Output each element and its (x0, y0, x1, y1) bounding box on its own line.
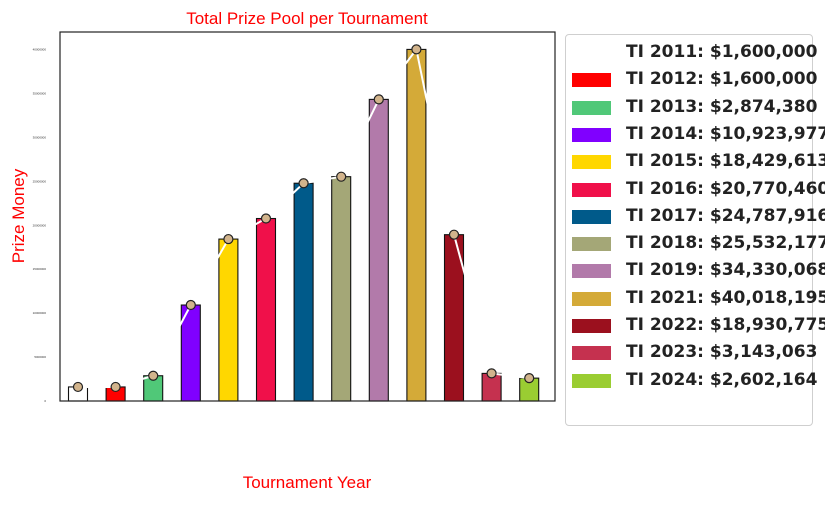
legend-item: TI 2021: $40,018,195 (566, 286, 825, 313)
legend-swatch (572, 319, 611, 333)
legend: TI 2011: $1,600,000 TI 2012: $1,600,000 TI… (565, 34, 825, 426)
bar-ti-2016 (255, 217, 277, 402)
legend-item: TI 2017: $24,787,916 (566, 204, 825, 231)
legend-label: TI 2014: $10,923,977 (626, 123, 825, 144)
legend-swatch (572, 182, 611, 197)
plot-frame (59, 31, 556, 402)
legend-label: TI 2016: $20,770,460 (626, 178, 825, 199)
legend-swatch (572, 155, 611, 170)
legend-item: TI 2015: $18,429,613 (566, 149, 825, 176)
trend-segment (340, 98, 380, 178)
legend-label: TI 2015: $18,429,613 (626, 151, 825, 172)
bar-ti-2017 (293, 182, 314, 402)
legend-item: TI 2019: $34,330,068 (566, 258, 825, 285)
y-tick-label: 10000000 (33, 311, 47, 315)
y-tick-label: 15000000 (33, 267, 47, 271)
y-tick-label: 30000000 (33, 135, 47, 139)
legend-label: TI 2019: $34,330,068 (626, 260, 825, 281)
legend-swatch (572, 209, 611, 224)
y-tick-label: 0 (44, 399, 46, 403)
y-tick-label: 25000000 (33, 179, 47, 183)
chart-title: Total Prize Pool per Tournament (186, 9, 428, 28)
legend-label: TI 2022: $18,930,775 (626, 315, 825, 335)
legend-label: TI 2011: $1,600,000 (626, 42, 818, 62)
legend-item: TI 2016: $20,770,460 (566, 177, 825, 204)
legend-label: TI 2012: $1,600,000 (626, 69, 818, 90)
legend-item: TI 2014: $10,923,977 (566, 122, 825, 149)
trend-segment (189, 238, 230, 306)
legend-swatch (572, 127, 611, 142)
value-marker (486, 368, 497, 379)
value-marker (223, 233, 234, 245)
x-axis-label: Tournament Year (243, 473, 372, 492)
value-marker (72, 381, 84, 393)
legend-swatch (572, 291, 611, 306)
trend-lines (78, 48, 530, 388)
legend-swatch (572, 73, 611, 88)
legend-swatch (572, 237, 611, 252)
legend-swatch (572, 264, 611, 279)
trend-segment (303, 175, 342, 185)
legend-swatch (572, 46, 611, 60)
value-marker (373, 94, 384, 105)
value-markers (72, 44, 535, 393)
legend-item: TI 2018: $25,532,177 (566, 231, 825, 258)
legend-swatch (572, 346, 611, 361)
trend-segment (378, 48, 418, 100)
legend-item: TI 2012: $1,600,000 (566, 67, 818, 94)
bar-ti-2015 (218, 238, 239, 402)
legend-label: TI 2013: $2,874,380 (626, 96, 818, 117)
legend-item: TI 2011: $1,600,000 (566, 40, 818, 67)
legend-label: TI 2023: $3,143,063 (626, 342, 818, 363)
value-marker (448, 229, 460, 240)
value-marker (524, 373, 535, 384)
value-marker (411, 44, 422, 55)
value-marker (336, 171, 347, 182)
trend-segment (227, 217, 267, 240)
value-marker (298, 178, 309, 189)
bars (67, 48, 540, 402)
trend-segment (152, 304, 192, 377)
value-marker (185, 299, 196, 311)
y-tick-label: 20000000 (33, 223, 47, 227)
trend-segment (415, 49, 455, 235)
bar-ti-2019 (368, 98, 389, 402)
trend-segment (115, 374, 154, 388)
trend-segment (265, 182, 305, 220)
y-tick-label: 40000000 (33, 48, 47, 52)
legend-label: TI 2021: $40,018,195 (626, 287, 825, 308)
trend-segment (453, 234, 493, 374)
legend-label: TI 2018: $25,532,177 (626, 233, 825, 254)
legend-label: TI 2024: $2,602,164 (626, 369, 818, 390)
value-marker (260, 213, 272, 224)
y-axis-label: Prize Money (9, 168, 28, 263)
bar-ti-2021 (406, 48, 427, 402)
bar-ti-2018 (331, 176, 352, 402)
legend-item: TI 2023: $3,143,063 (566, 340, 818, 367)
legend-item: TI 2022: $18,930,775 (566, 313, 825, 340)
legend-swatch (572, 100, 611, 115)
legend-item: TI 2013: $2,874,380 (566, 95, 818, 122)
legend-label: TI 2017: $24,787,916 (626, 205, 825, 226)
y-tick-label: 35000000 (33, 92, 47, 96)
legend-item: TI 2024: $2,602,164 (566, 368, 818, 395)
y-tick-label: 5000000 (34, 355, 46, 359)
value-marker (148, 370, 159, 381)
value-marker (110, 381, 121, 393)
trend-segment (491, 372, 530, 380)
y-axis-ticks: 0 5000000 10000000 15000000 20000000 25000000… (33, 48, 47, 403)
legend-swatch (572, 373, 611, 388)
